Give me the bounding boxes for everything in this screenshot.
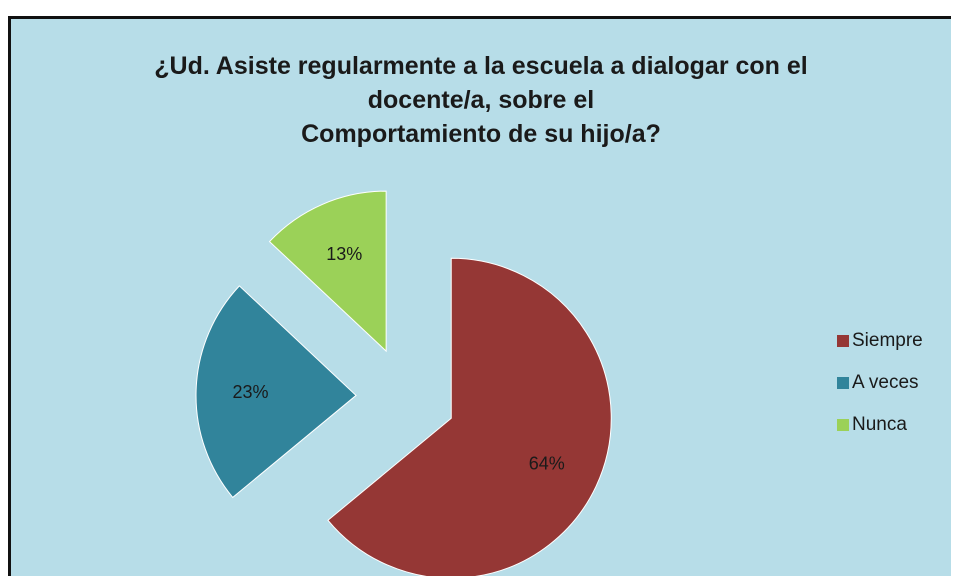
pie-slice-siempre bbox=[327, 257, 612, 576]
pie-chart: 64% 23% 13% bbox=[195, 190, 612, 576]
legend-label-a-veces: A veces bbox=[852, 372, 919, 393]
data-label-nunca: 13% bbox=[326, 244, 362, 264]
chart-area: ¿Ud. Asiste regularmente a la escuela a … bbox=[8, 16, 951, 576]
legend-swatch-a-veces bbox=[837, 377, 849, 389]
legend-label-siempre: Siempre bbox=[852, 330, 923, 351]
legend: Siempre A veces Nunca bbox=[837, 330, 923, 457]
data-label-a-veces: 23% bbox=[232, 382, 268, 402]
chart-title-line-3: Comportamiento de su hijo/a? bbox=[301, 120, 661, 148]
pie-slice-a-veces bbox=[195, 285, 357, 499]
chart-title-line-1: ¿Ud. Asiste regularmente a la escuela a … bbox=[154, 52, 808, 80]
legend-swatch-siempre bbox=[837, 335, 849, 347]
chart-title-line-2: docente/a, sobre el bbox=[367, 86, 595, 114]
legend-item-nunca: Nunca bbox=[837, 414, 923, 435]
pie-slice-nunca bbox=[268, 190, 387, 353]
chart-title: ¿Ud. Asiste regularmente a la escuela a … bbox=[91, 49, 871, 151]
legend-item-siempre: Siempre bbox=[837, 330, 923, 351]
legend-label-nunca: Nunca bbox=[852, 414, 907, 435]
legend-swatch-nunca bbox=[837, 419, 849, 431]
data-label-siempre: 64% bbox=[529, 453, 565, 473]
legend-item-a-veces: A veces bbox=[837, 372, 923, 393]
